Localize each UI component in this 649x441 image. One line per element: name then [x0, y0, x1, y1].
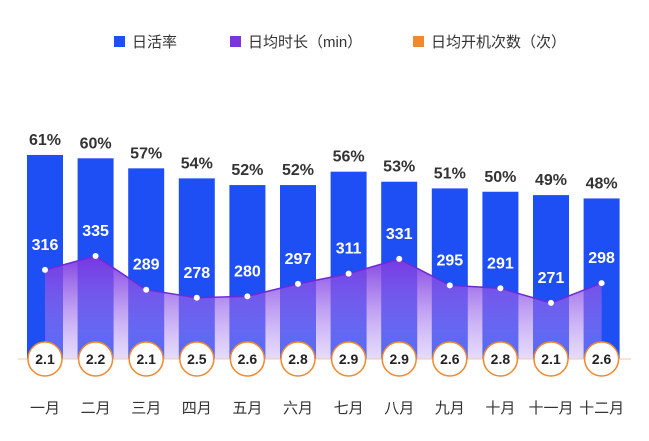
- bar-value-label: 61%: [29, 132, 61, 149]
- boot-count-label: 2.2: [86, 351, 106, 367]
- boot-count-marker: [77, 341, 114, 377]
- boot-count-label: 2.9: [389, 351, 409, 367]
- boot-count-label: 2.6: [238, 351, 258, 367]
- duration-value-label: 298: [588, 250, 615, 267]
- x-tick-label: 三月: [131, 400, 161, 417]
- duration-value-label: 335: [82, 223, 109, 240]
- boot-count-label: 2.1: [136, 351, 156, 367]
- duration-value-label: 295: [436, 252, 463, 269]
- duration-point: [345, 270, 352, 277]
- x-tick-label: 十一月: [528, 400, 573, 417]
- duration-value-label: 316: [32, 237, 59, 254]
- duration-line: [44, 255, 602, 304]
- x-tick-label: 五月: [232, 400, 262, 417]
- duration-value-label: 311: [336, 241, 362, 258]
- x-tick-label: 四月: [182, 400, 212, 417]
- bar-value-label: 54%: [181, 155, 213, 172]
- boot-count-marker: [229, 341, 266, 377]
- duration-point: [295, 280, 301, 287]
- boot-count-marker: [482, 341, 519, 377]
- boot-count-marker: [381, 341, 417, 377]
- x-tick-label: 九月: [435, 400, 465, 417]
- boot-count-marker: [533, 341, 569, 377]
- legend: 日活率 日均时长（min） 日均开机次数（次）: [114, 34, 566, 51]
- duration-point: [446, 282, 453, 289]
- boot-count-marker: [583, 341, 620, 377]
- boot-count-label: 2.1: [35, 351, 55, 367]
- duration-point: [244, 293, 251, 300]
- legend-item-duration: 日均时长（min）: [230, 34, 362, 51]
- bar-value-label: 51%: [434, 165, 466, 182]
- duration-value-label: 289: [133, 257, 160, 274]
- bar-value-label: 56%: [333, 149, 365, 166]
- duration-value-label: 278: [183, 265, 210, 282]
- legend-label-active-rate: 日活率: [132, 34, 177, 51]
- boot-count-marker: [179, 341, 215, 377]
- boot-count-label: 2.6: [440, 351, 460, 367]
- legend-label-boot-count: 日均开机次数（次）: [431, 34, 566, 51]
- boot-count-label: 2.9: [339, 351, 359, 367]
- duration-value-label: 271: [538, 270, 565, 287]
- duration-point: [497, 285, 504, 292]
- bar-value-label: 52%: [282, 162, 314, 179]
- boot-count-label: 2.6: [592, 351, 612, 367]
- marker-series-boot-count: 2.1 2.2 2.1 2.5 2.6 2.8 2.9 2.9 2.6 2.8 2.1 2.6: [27, 341, 620, 377]
- area-series-duration: 316 335 289 278 280 297 311 331 295 291 271 298: [32, 223, 615, 359]
- bar-value-label: 50%: [484, 169, 516, 186]
- x-tick-label: 一月: [30, 400, 60, 417]
- boot-count-label: 2.8: [491, 351, 511, 367]
- bar-value-label: 53%: [383, 159, 415, 176]
- boot-count-label: 2.1: [541, 351, 561, 367]
- legend-label-duration: 日均时长（min）: [248, 34, 362, 51]
- x-tick-label: 六月: [283, 400, 313, 417]
- boot-count-label: 2.5: [187, 351, 207, 367]
- x-tick-label: 七月: [334, 400, 364, 417]
- legend-item-boot-count: 日均开机次数（次）: [413, 34, 566, 51]
- boot-count-marker: [432, 341, 468, 377]
- duration-value-label: 297: [285, 251, 312, 268]
- boot-count-marker: [128, 341, 164, 377]
- x-tick-label: 二月: [81, 400, 111, 417]
- bar-value-label: 52%: [231, 162, 263, 179]
- bar-value-label: 60%: [80, 135, 112, 152]
- legend-swatch-active-rate: [114, 36, 125, 47]
- duration-value-label: 291: [487, 255, 514, 272]
- duration-value-label: 280: [234, 263, 261, 280]
- bar-value-label: 48%: [586, 175, 618, 192]
- boot-count-label: 2.8: [288, 351, 308, 367]
- duration-value-label: 331: [386, 226, 413, 243]
- legend-swatch-boot-count: [413, 36, 424, 47]
- duration-point: [92, 253, 99, 259]
- x-tick-label: 十月: [485, 400, 515, 417]
- duration-area: [45, 256, 602, 359]
- duration-point: [396, 255, 403, 262]
- legend-swatch-duration: [230, 36, 241, 47]
- bar-value-label: 49%: [535, 172, 567, 189]
- boot-count-marker: [280, 341, 316, 377]
- duration-point: [193, 294, 200, 301]
- boot-count-marker: [27, 341, 63, 377]
- duration-point: [42, 266, 48, 273]
- boot-count-marker: [330, 341, 367, 377]
- x-tick-label: 八月: [384, 400, 414, 417]
- bar-value-label: 57%: [130, 145, 162, 162]
- legend-item-active-rate: 日活率: [114, 34, 177, 51]
- x-tick-label: 十二月: [579, 400, 624, 417]
- x-axis: 一月 二月 三月 四月 五月 六月 七月 八月 九月 十月 十一月 十二月: [30, 400, 624, 417]
- duration-point: [548, 299, 554, 306]
- duration-point: [143, 286, 150, 293]
- duration-point: [598, 280, 605, 287]
